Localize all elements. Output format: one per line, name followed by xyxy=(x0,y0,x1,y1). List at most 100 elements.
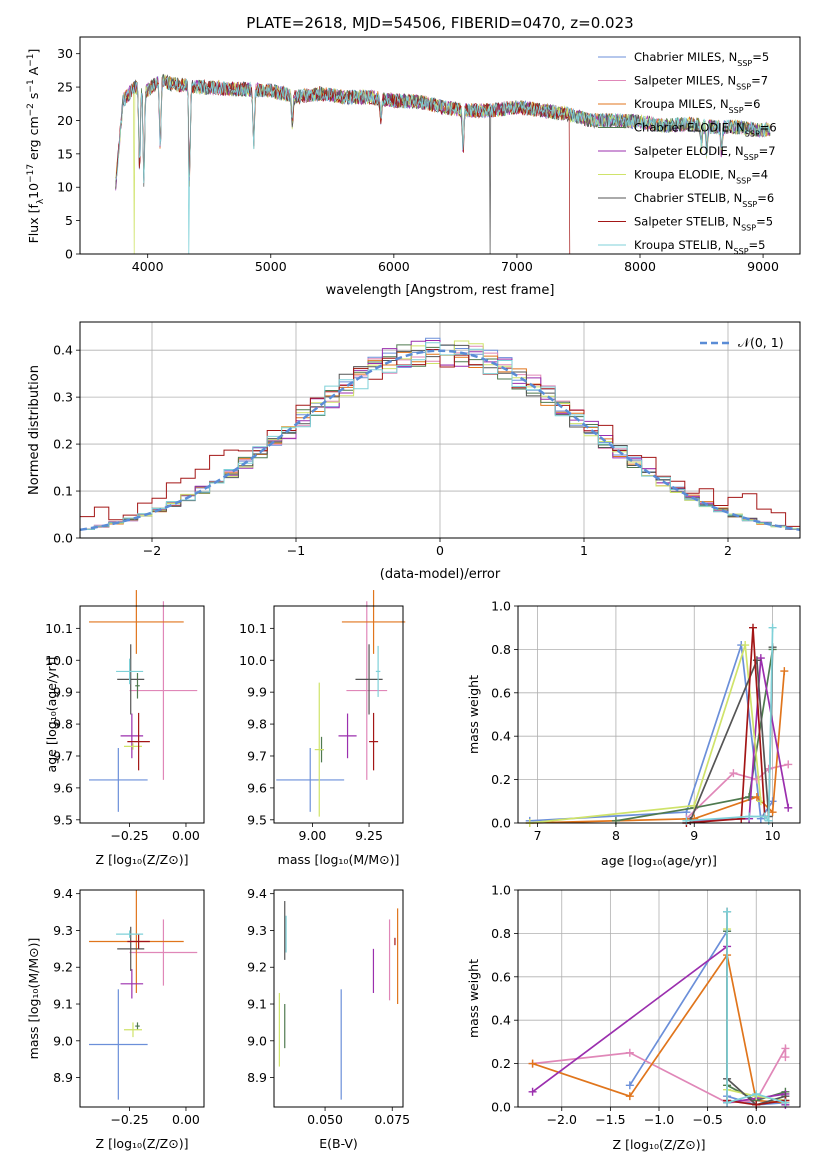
weight-marker-krou_stelib xyxy=(723,907,732,916)
y-tick-label: 9.2 xyxy=(53,960,73,975)
y-tick-label: 0.8 xyxy=(491,642,511,657)
weight-marker-salp_miles xyxy=(729,769,738,778)
y-tick-label: 9.1 xyxy=(247,997,267,1012)
y-tick-label: 30 xyxy=(57,46,73,61)
x-axis-label: age [log₁₀(age/yr)] xyxy=(601,853,717,868)
legend-tail: =4 xyxy=(751,168,768,182)
x-tick-label: −1.0 xyxy=(644,1112,674,1127)
y-tick-label: 9.5 xyxy=(53,812,73,827)
weight-line-krou_elodie xyxy=(529,644,762,824)
x-tick-label: 0.050 xyxy=(307,1112,343,1127)
y-tick-label: 0.3 xyxy=(53,390,73,405)
y-tick-label: 9.4 xyxy=(247,886,267,901)
weight-marker-salp_miles xyxy=(781,1044,790,1053)
x-tick-label: 1 xyxy=(580,543,588,558)
y-tick-label: 0.1 xyxy=(53,484,73,499)
legend-tail: =7 xyxy=(759,144,776,158)
y-tick-label: 0.2 xyxy=(491,1056,511,1071)
axes-residuals: −2 −1 0 1 2 0.0 0.1 0.2 0.3 0.4 xyxy=(53,321,801,558)
x-tick-label: 0.075 xyxy=(374,1112,410,1127)
x-tick-label: −0.25 xyxy=(110,828,148,843)
legend-sub: SSP xyxy=(741,223,756,232)
x-tick-label: 7000 xyxy=(501,259,533,274)
legend-text: Kroupa MILES, N xyxy=(634,97,729,111)
x-tick-label: 9.25 xyxy=(355,828,383,843)
y-axis-label-part: −1 xyxy=(26,79,36,92)
y-tick-label: 0.0 xyxy=(53,531,73,546)
x-axis-label: wavelength [Angstrom, rest frame] xyxy=(326,283,555,298)
legend-sub: SSP xyxy=(744,153,759,162)
legend-entry: Chabrier MILES, NSSP=5 xyxy=(634,50,769,68)
y-tick-label: 0.4 xyxy=(491,729,511,744)
y-axis-label-part: −17 xyxy=(26,164,36,183)
x-tick-label: −0.5 xyxy=(692,1112,722,1127)
y-tick-label: 9.0 xyxy=(247,1033,267,1048)
legend-tail: =6 xyxy=(744,97,761,111)
y-tick-label: 0.8 xyxy=(491,926,511,941)
x-axis-label: mass [log₁₀(M/M⊙)] xyxy=(278,852,400,867)
y-axis-label: mass [log₁₀(M/M⊙)] xyxy=(26,938,41,1060)
weight-marker-salp_stelib xyxy=(737,814,746,823)
weight-marker-salp_miles xyxy=(784,760,793,769)
y-tick-label: 9.9 xyxy=(53,685,73,700)
y-tick-label: 9.2 xyxy=(247,960,267,975)
legend-text: Chabrier STELIB, N xyxy=(634,191,742,205)
weight-marker-krou_stelib xyxy=(752,1089,761,1098)
legend-entry: Chabrier STELIB, NSSP=6 xyxy=(634,191,774,209)
x-tick-label: −2.0 xyxy=(547,1112,577,1127)
weight-marker-salp_miles xyxy=(625,1048,634,1057)
legend-tail: =5 xyxy=(756,215,773,229)
y-tick-label: 9.8 xyxy=(247,717,267,732)
legend-entry: Kroupa ELODIE, NSSP=4 xyxy=(634,168,768,186)
x-tick-label: 4000 xyxy=(132,259,164,274)
plot-area-weight_vs_age xyxy=(525,623,793,827)
weight-marker-salp_miles xyxy=(781,1053,790,1062)
x-tick-label: 9000 xyxy=(747,259,779,274)
axes-weight_vs_Z: −2.0 −1.5 −1.0 −0.5 0.0 0.0 0.2 0.4 0.6 0.8 1.0 xyxy=(491,883,801,1127)
y-tick-label: 0.0 xyxy=(491,816,511,831)
x-axis-label: E(B-V) xyxy=(319,1136,358,1151)
y-tick-label: 9.7 xyxy=(247,748,267,763)
x-tick-label: 6000 xyxy=(378,259,410,274)
legend-entry: Salpeter STELIB, NSSP=5 xyxy=(634,215,773,233)
legend-sub: SSP xyxy=(734,247,749,256)
histogram-salp_stelib xyxy=(80,349,800,527)
weight-marker-chab_elodie xyxy=(745,792,754,801)
x-axis-label: (data-model)/error xyxy=(380,567,501,582)
x-tick-label: −0.25 xyxy=(110,1112,148,1127)
y-tick-label: 9.3 xyxy=(53,923,73,938)
weight-marker-krou_miles xyxy=(780,667,789,676)
weight-marker-salp_miles xyxy=(764,764,773,773)
y-tick-label: 15 xyxy=(57,146,73,161)
y-tick-label: 0.6 xyxy=(491,685,511,700)
spectrum-line-krou_stelib xyxy=(115,76,771,254)
axes-age_vs_mass: 9.00 9.25 9.5 9.6 9.7 9.8 9.9 10.0 10.1 xyxy=(239,590,406,843)
y-tick-label: 10.0 xyxy=(239,653,267,668)
legend-text: Chabrier MILES, N xyxy=(634,50,737,64)
plot-area-mass_vs_ebv xyxy=(278,901,399,1100)
axes-frame xyxy=(273,605,404,824)
plot-area-spectrum xyxy=(115,73,771,254)
axes-age_vs_Z: −0.25 0.00 9.5 9.6 9.7 9.8 9.9 10.0 10.1 xyxy=(45,590,205,843)
y-tick-label: 9.4 xyxy=(53,886,73,901)
x-axis-label: Z [log₁₀(Z/Z⊙)] xyxy=(96,1136,189,1151)
weight-marker-salp_stelib xyxy=(749,623,757,632)
y-tick-label: 0 xyxy=(65,247,73,262)
legend-text: Kroupa STELIB, N xyxy=(634,238,734,252)
x-tick-label: 8000 xyxy=(624,259,656,274)
weight-marker-krou_stelib xyxy=(768,623,777,632)
y-tick-label: 9.5 xyxy=(247,812,267,827)
x-tick-label: 8 xyxy=(612,828,620,843)
x-tick-label: 0 xyxy=(436,543,444,558)
legend-entry: Chabrier ELODIE, NSSP=6 xyxy=(634,121,777,139)
legend-sub: SSP xyxy=(736,82,751,91)
legend-tail: =5 xyxy=(752,50,769,64)
weight-marker-krou_stelib xyxy=(781,1098,790,1107)
axes-frame xyxy=(273,889,404,1108)
legend-text: Salpeter STELIB, N xyxy=(634,215,741,229)
legend-text: Chabrier ELODIE, N xyxy=(634,121,745,135)
x-tick-label: 10 xyxy=(765,828,781,843)
axes-frame xyxy=(79,889,205,1108)
